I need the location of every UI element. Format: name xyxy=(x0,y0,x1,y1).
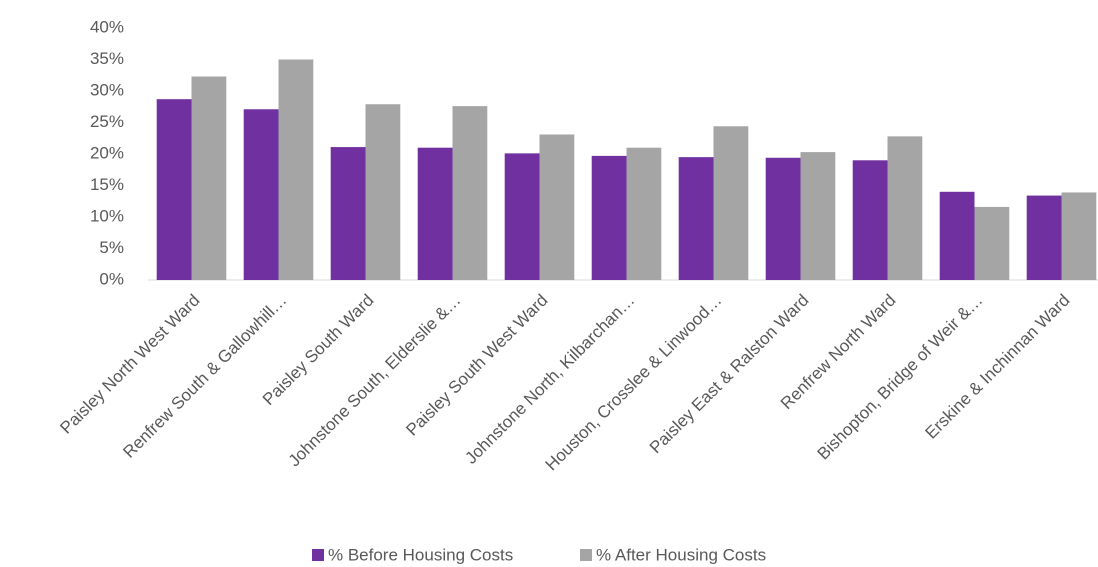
x-tick-label: Paisley East & Ralston Ward xyxy=(646,291,813,458)
x-tick-label: Renfrew South & Gallowhill… xyxy=(119,291,290,462)
bar xyxy=(713,126,749,280)
x-tick-label: Bishopton, Bridge of Weir &… xyxy=(814,291,987,464)
legend-swatch xyxy=(580,549,592,561)
y-tick-label: 5% xyxy=(99,238,124,257)
bar xyxy=(365,104,401,280)
bar xyxy=(243,109,279,281)
y-tick-label: 15% xyxy=(90,175,124,194)
bar xyxy=(887,136,923,280)
bar xyxy=(191,76,227,280)
x-tick-label: Houston, Crosslee & Linwood… xyxy=(542,291,726,475)
legend-label: % Before Housing Costs xyxy=(328,545,513,564)
bar xyxy=(330,147,366,280)
bar xyxy=(504,153,540,280)
y-tick-label: 20% xyxy=(90,143,124,162)
bar xyxy=(1026,195,1062,280)
x-tick-label: Paisley South West Ward xyxy=(402,291,551,440)
x-tick-label: Johnstone North, Kilbarchan… xyxy=(461,291,638,468)
bar xyxy=(626,147,662,280)
bar xyxy=(939,191,975,280)
legend-swatch xyxy=(312,549,324,561)
bar xyxy=(678,157,714,280)
bar xyxy=(974,206,1010,280)
bar xyxy=(852,160,888,280)
bar xyxy=(452,106,488,281)
bar xyxy=(278,59,314,280)
bar xyxy=(765,157,801,280)
y-tick-label: 40% xyxy=(90,17,124,36)
x-tick-label: Johnstone South, Elderslie &… xyxy=(285,291,465,471)
x-tick-label: Paisley North West Ward xyxy=(56,291,203,438)
bar xyxy=(591,155,627,280)
bar xyxy=(1061,192,1097,280)
legend-label: % After Housing Costs xyxy=(596,545,766,564)
y-tick-label: 10% xyxy=(90,206,124,225)
bar xyxy=(417,147,453,280)
x-tick-label: Erskine & Inchinnan Ward xyxy=(922,291,1074,443)
y-tick-label: 25% xyxy=(90,112,124,131)
y-tick-label: 0% xyxy=(99,269,124,288)
bar xyxy=(539,134,575,280)
bar xyxy=(800,152,836,280)
bar xyxy=(156,99,192,280)
y-tick-label: 35% xyxy=(90,49,124,68)
y-tick-label: 30% xyxy=(90,80,124,99)
